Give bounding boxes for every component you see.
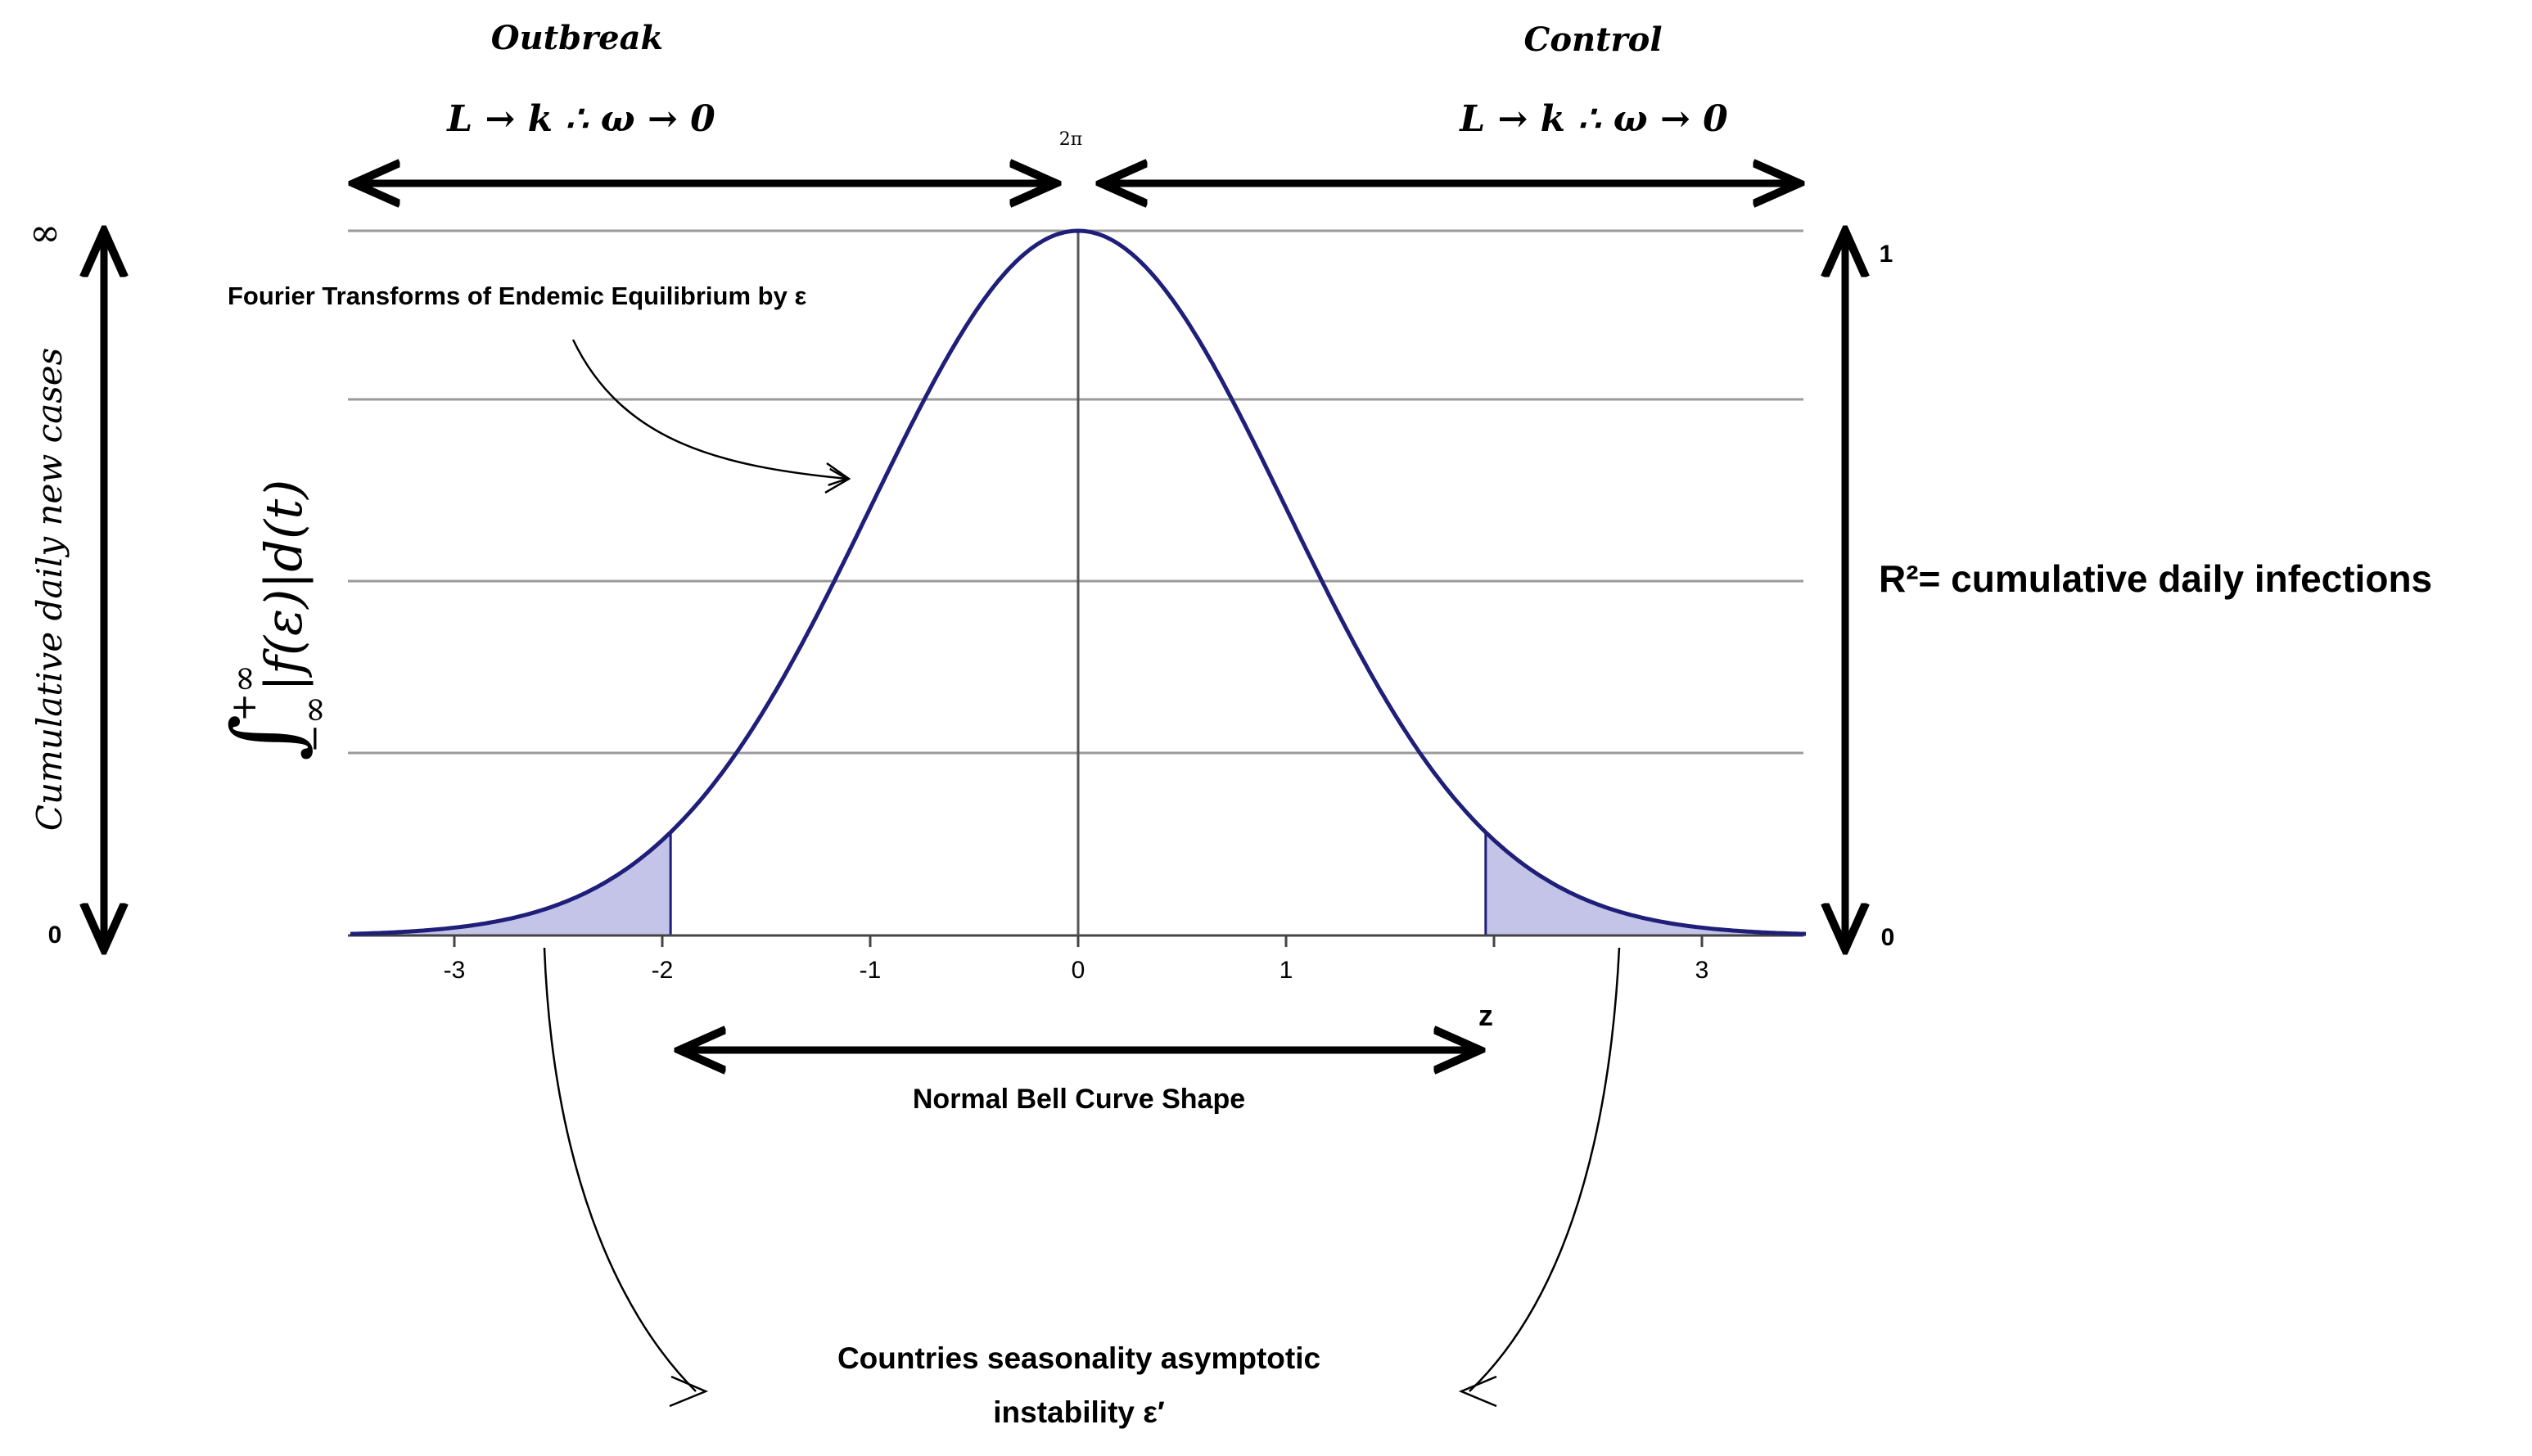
left-tail-shade [350, 832, 671, 935]
fourier-pointer-arrow [571, 339, 847, 479]
seasonality-label-line2: instability ε′ [993, 1395, 1165, 1429]
x-tick-label: -2 [652, 957, 674, 984]
x-tick-label: -3 [444, 957, 466, 984]
integral-expression: ∫ +∞ −∞ |f(ε)|d(t) [213, 480, 334, 761]
seasonality-label-line1: Countries seasonality asymptotic [837, 1341, 1320, 1375]
left-limit-label: L → k ∴ ω → 0 [445, 98, 715, 140]
z-label: z [1478, 998, 1493, 1032]
left-seasonality-arrow [543, 947, 697, 1392]
x-tick-label: 3 [1695, 957, 1709, 984]
right-limit-label: L → k ∴ ω → 0 [1458, 98, 1728, 140]
right-seasonality-arrow [1469, 947, 1621, 1392]
x-tick-label: 0 [1072, 957, 1085, 984]
two-pi-label: 2π [1059, 129, 1082, 150]
outbreak-label: Outbreak [491, 19, 664, 57]
x-tick-labels: -3 -2 -1 0 1 3 [444, 935, 1709, 984]
r-squared-label: R²= cumulative daily infections [1879, 557, 2432, 600]
integral-sign: ∫ [213, 714, 318, 761]
integral-body: |f(ε)|d(t) [254, 480, 314, 692]
bell-curve-line [350, 228, 1807, 936]
right-zero-label: 0 [1881, 924, 1895, 951]
x-tick-label: -1 [860, 957, 882, 984]
fourier-label: Fourier Transforms of Endemic Equilibriu… [228, 282, 806, 310]
integral-upper-limit: +∞ [223, 665, 264, 722]
integral-lower-limit: −∞ [294, 696, 334, 753]
normal-bell-label: Normal Bell Curve Shape [913, 1084, 1245, 1115]
y-axis-label: Cumulative daily new cases [29, 348, 70, 831]
right-one-label: 1 [1880, 241, 1893, 268]
right-tail-shade [1485, 832, 1806, 935]
right-seasonality-arrowhead [1458, 1375, 1497, 1408]
x-tick-label: 1 [1280, 957, 1293, 984]
fourier-arrowhead [824, 462, 851, 494]
left-infinity-label: ∞ [29, 210, 61, 255]
left-zero-label: 0 [48, 922, 62, 949]
left-seasonality-arrowhead [669, 1375, 709, 1408]
control-label: Control [1523, 20, 1662, 59]
